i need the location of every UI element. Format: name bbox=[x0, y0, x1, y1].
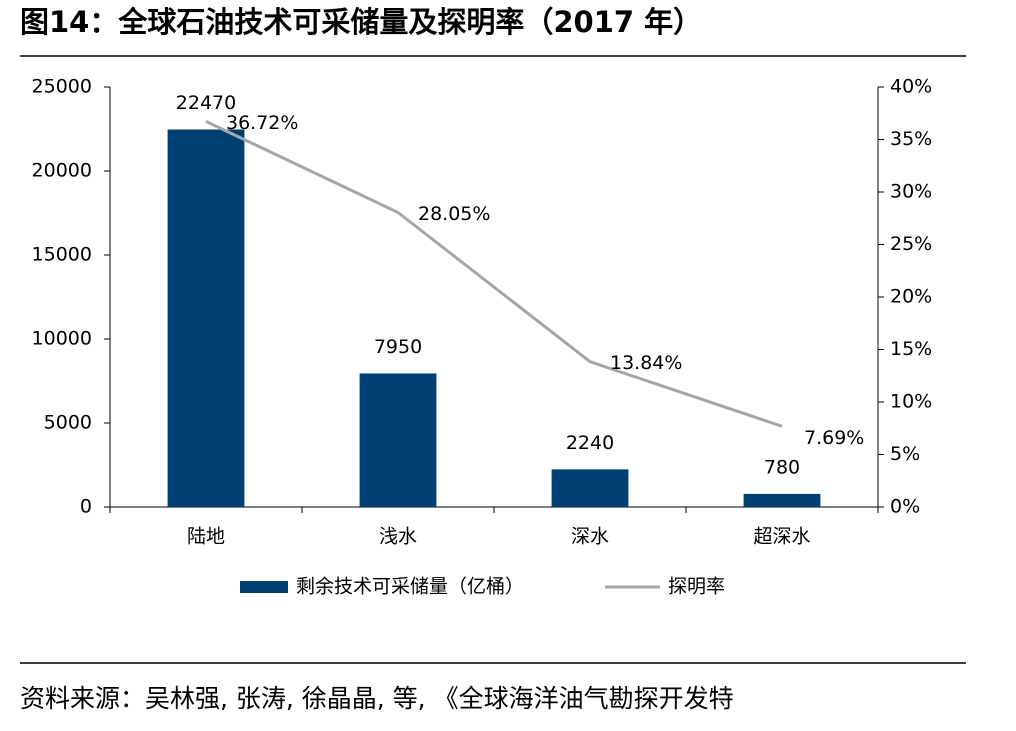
source: 资料来源：吴林强, 张涛, 徐晶晶, 等, 《全球海洋油气勘探开发特 bbox=[20, 684, 734, 713]
y-tick-label: 25000 bbox=[32, 76, 92, 98]
line-value-label: 13.84% bbox=[610, 352, 682, 374]
y2-tick-label: 15% bbox=[890, 338, 932, 360]
x-tick-label: 深水 bbox=[571, 526, 609, 548]
y2-tick-label: 25% bbox=[890, 233, 932, 255]
x-tick-label: 超深水 bbox=[753, 526, 810, 548]
line bbox=[205, 120, 783, 428]
line-value-label: 36.72% bbox=[226, 112, 298, 134]
y2-tick-label: 5% bbox=[890, 443, 920, 465]
legend-swatch bbox=[240, 581, 288, 593]
legend-label: 剩余技术可采储量（亿桶） bbox=[296, 576, 524, 598]
x-tick-label: 陆地 bbox=[187, 526, 225, 548]
y-tick-label: 10000 bbox=[32, 328, 92, 350]
y2-tick-label: 10% bbox=[890, 391, 932, 413]
y2-tick-label: 40% bbox=[890, 76, 932, 98]
line-value-label: 7.69% bbox=[804, 427, 864, 449]
y-tick-label: 15000 bbox=[32, 244, 92, 266]
chart-title: 图14：全球石油技术可采储量及探明率（2017 年） bbox=[20, 5, 702, 39]
bar bbox=[551, 469, 629, 507]
y2-tick-label: 0% bbox=[890, 496, 920, 518]
y-tick-label: 20000 bbox=[32, 160, 92, 182]
bar-value-label: 22470 bbox=[176, 92, 236, 114]
bar bbox=[167, 129, 245, 507]
legend-label: 探明率 bbox=[668, 576, 725, 598]
y2-tick-label: 20% bbox=[890, 286, 932, 308]
y-tick-label: 5000 bbox=[44, 412, 92, 434]
bar-value-label: 780 bbox=[764, 456, 800, 478]
y-tick-label: 0 bbox=[80, 496, 92, 518]
bar bbox=[359, 373, 437, 507]
bar-value-label: 7950 bbox=[374, 336, 422, 358]
line-value-label: 28.05% bbox=[418, 203, 490, 225]
bar bbox=[743, 493, 821, 507]
y2-tick-label: 35% bbox=[890, 128, 932, 150]
y2-tick-label: 30% bbox=[890, 181, 932, 203]
x-tick-label: 浅水 bbox=[379, 526, 417, 548]
bar-value-label: 2240 bbox=[566, 432, 614, 454]
